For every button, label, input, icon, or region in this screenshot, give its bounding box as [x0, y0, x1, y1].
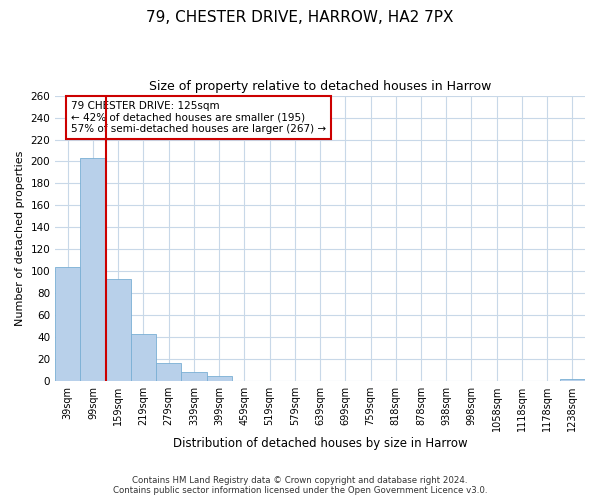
Title: Size of property relative to detached houses in Harrow: Size of property relative to detached ho…	[149, 80, 491, 93]
Bar	[106, 279, 131, 381]
Bar	[80, 158, 106, 381]
Bar	[131, 334, 156, 381]
Bar	[55, 267, 80, 381]
Bar	[206, 376, 232, 381]
X-axis label: Distribution of detached houses by size in Harrow: Distribution of detached houses by size …	[173, 437, 467, 450]
Bar	[560, 379, 585, 381]
Text: 79 CHESTER DRIVE: 125sqm
← 42% of detached houses are smaller (195)
57% of semi-: 79 CHESTER DRIVE: 125sqm ← 42% of detach…	[71, 101, 326, 134]
Text: Contains HM Land Registry data © Crown copyright and database right 2024.
Contai: Contains HM Land Registry data © Crown c…	[113, 476, 487, 495]
Text: 79, CHESTER DRIVE, HARROW, HA2 7PX: 79, CHESTER DRIVE, HARROW, HA2 7PX	[146, 10, 454, 25]
Y-axis label: Number of detached properties: Number of detached properties	[15, 150, 25, 326]
Bar	[156, 362, 181, 381]
Bar	[181, 372, 206, 381]
